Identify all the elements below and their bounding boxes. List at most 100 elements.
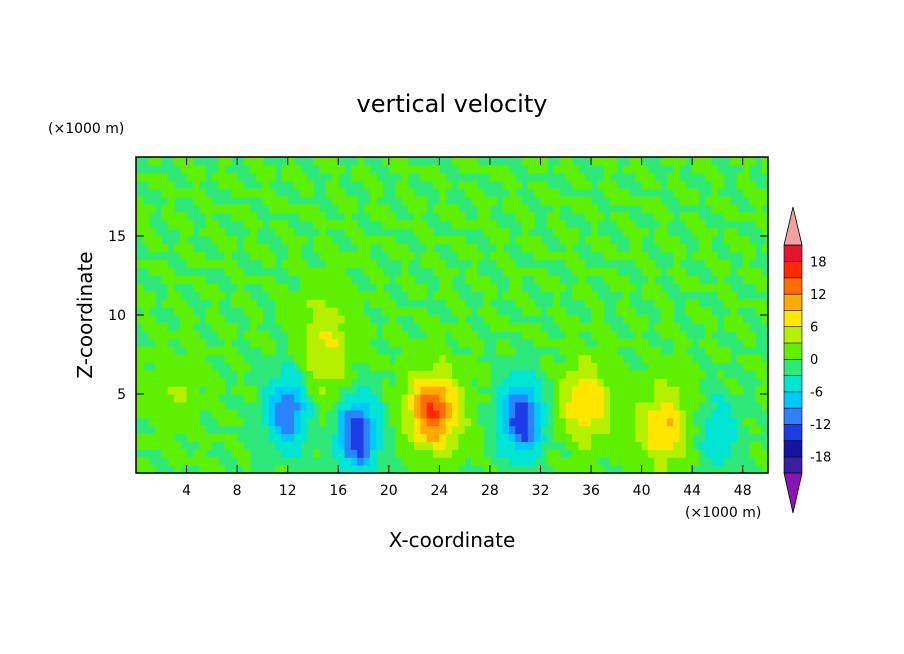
field-cell (300, 362, 308, 371)
field-cell (294, 307, 301, 316)
field-cell (287, 164, 295, 174)
field-cell (508, 283, 516, 292)
field-cell (508, 425, 516, 435)
field-cell (420, 465, 428, 473)
field-cell (470, 164, 478, 174)
x-tick-label: 8 (233, 483, 242, 499)
field-cell (502, 394, 510, 403)
field-cell (319, 164, 327, 174)
field-cell (603, 386, 611, 395)
field-cell (338, 196, 346, 205)
field-cell (148, 346, 156, 356)
field-cell (584, 401, 592, 411)
field-cell (395, 449, 403, 458)
field-cell (527, 433, 535, 442)
field-cell (502, 196, 510, 205)
field-cell (666, 299, 674, 308)
field-cell (584, 417, 592, 427)
field-cell (211, 204, 219, 213)
field-cell (262, 283, 270, 292)
field-cell (331, 291, 339, 300)
field-cell (496, 243, 504, 253)
field-cell (186, 354, 194, 363)
field-cell (262, 338, 270, 348)
field-cell (161, 354, 169, 363)
field-cell (692, 315, 700, 324)
field-cell (755, 370, 763, 379)
field-cell (761, 157, 768, 166)
field-cell (357, 433, 365, 442)
field-cell (755, 275, 763, 284)
field-cell (407, 386, 415, 395)
field-cell (357, 449, 365, 458)
field-cell (414, 307, 421, 316)
field-cell (666, 401, 674, 411)
field-cell (692, 362, 700, 371)
field-cell (401, 441, 409, 450)
field-cell (723, 283, 731, 292)
field-cell (704, 236, 712, 245)
field-cell (730, 204, 737, 213)
field-cell (559, 220, 567, 229)
field-cell (673, 433, 681, 442)
field-cell (622, 196, 630, 205)
field-cell (256, 330, 263, 340)
field-cell (148, 330, 156, 340)
field-cell (388, 417, 396, 427)
field-cell (622, 212, 630, 221)
field-cell (572, 315, 579, 324)
field-cell (363, 322, 371, 332)
field-cell (559, 251, 567, 261)
field-cell (515, 212, 523, 221)
field-cell (306, 330, 314, 340)
field-cell (742, 338, 750, 348)
field-cell (572, 449, 579, 458)
field-cell (376, 417, 384, 427)
field-cell (515, 409, 523, 419)
field-cell (249, 330, 257, 340)
field-cell (256, 188, 263, 198)
field-cell (243, 204, 251, 213)
field-cell (584, 433, 592, 442)
field-cell (445, 370, 453, 379)
field-cell (350, 425, 358, 435)
field-cell (470, 401, 478, 411)
field-cell (553, 362, 561, 371)
field-cell (136, 457, 143, 466)
field-cell (540, 164, 548, 174)
field-cell (319, 267, 327, 277)
field-cell (584, 346, 592, 356)
field-cell (331, 172, 339, 182)
field-cell (167, 441, 175, 450)
field-cell (685, 283, 693, 292)
field-cell (224, 322, 232, 332)
field-cell (256, 243, 263, 253)
field-cell (331, 243, 339, 253)
field-cell (508, 378, 516, 387)
field-cell (489, 172, 497, 182)
field-cell (180, 157, 188, 166)
field-cell (704, 338, 712, 348)
field-cell (521, 425, 529, 435)
field-cell (300, 330, 308, 340)
field-cell (161, 212, 169, 221)
field-cell (382, 378, 390, 387)
field-cell (679, 212, 687, 221)
field-cell (647, 386, 655, 395)
field-cell (268, 283, 276, 292)
field-cell (426, 425, 434, 435)
field-cell (723, 417, 731, 427)
field-cell (376, 401, 384, 411)
field-cell (186, 425, 194, 435)
field-cell (407, 441, 415, 450)
field-cell (281, 299, 289, 308)
field-cell (489, 322, 497, 332)
field-cell (420, 315, 428, 324)
field-cell (730, 417, 737, 427)
field-cell (186, 164, 194, 174)
field-cell (679, 457, 687, 466)
field-cell (572, 346, 579, 356)
field-cell (287, 433, 295, 442)
field-cell (414, 441, 421, 450)
field-cell (464, 394, 472, 403)
